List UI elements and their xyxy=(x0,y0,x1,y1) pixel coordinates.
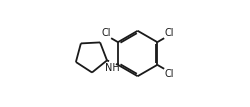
Text: NH: NH xyxy=(104,63,119,73)
Text: Cl: Cl xyxy=(164,28,173,38)
Text: Cl: Cl xyxy=(101,28,110,38)
Text: Cl: Cl xyxy=(164,69,173,79)
